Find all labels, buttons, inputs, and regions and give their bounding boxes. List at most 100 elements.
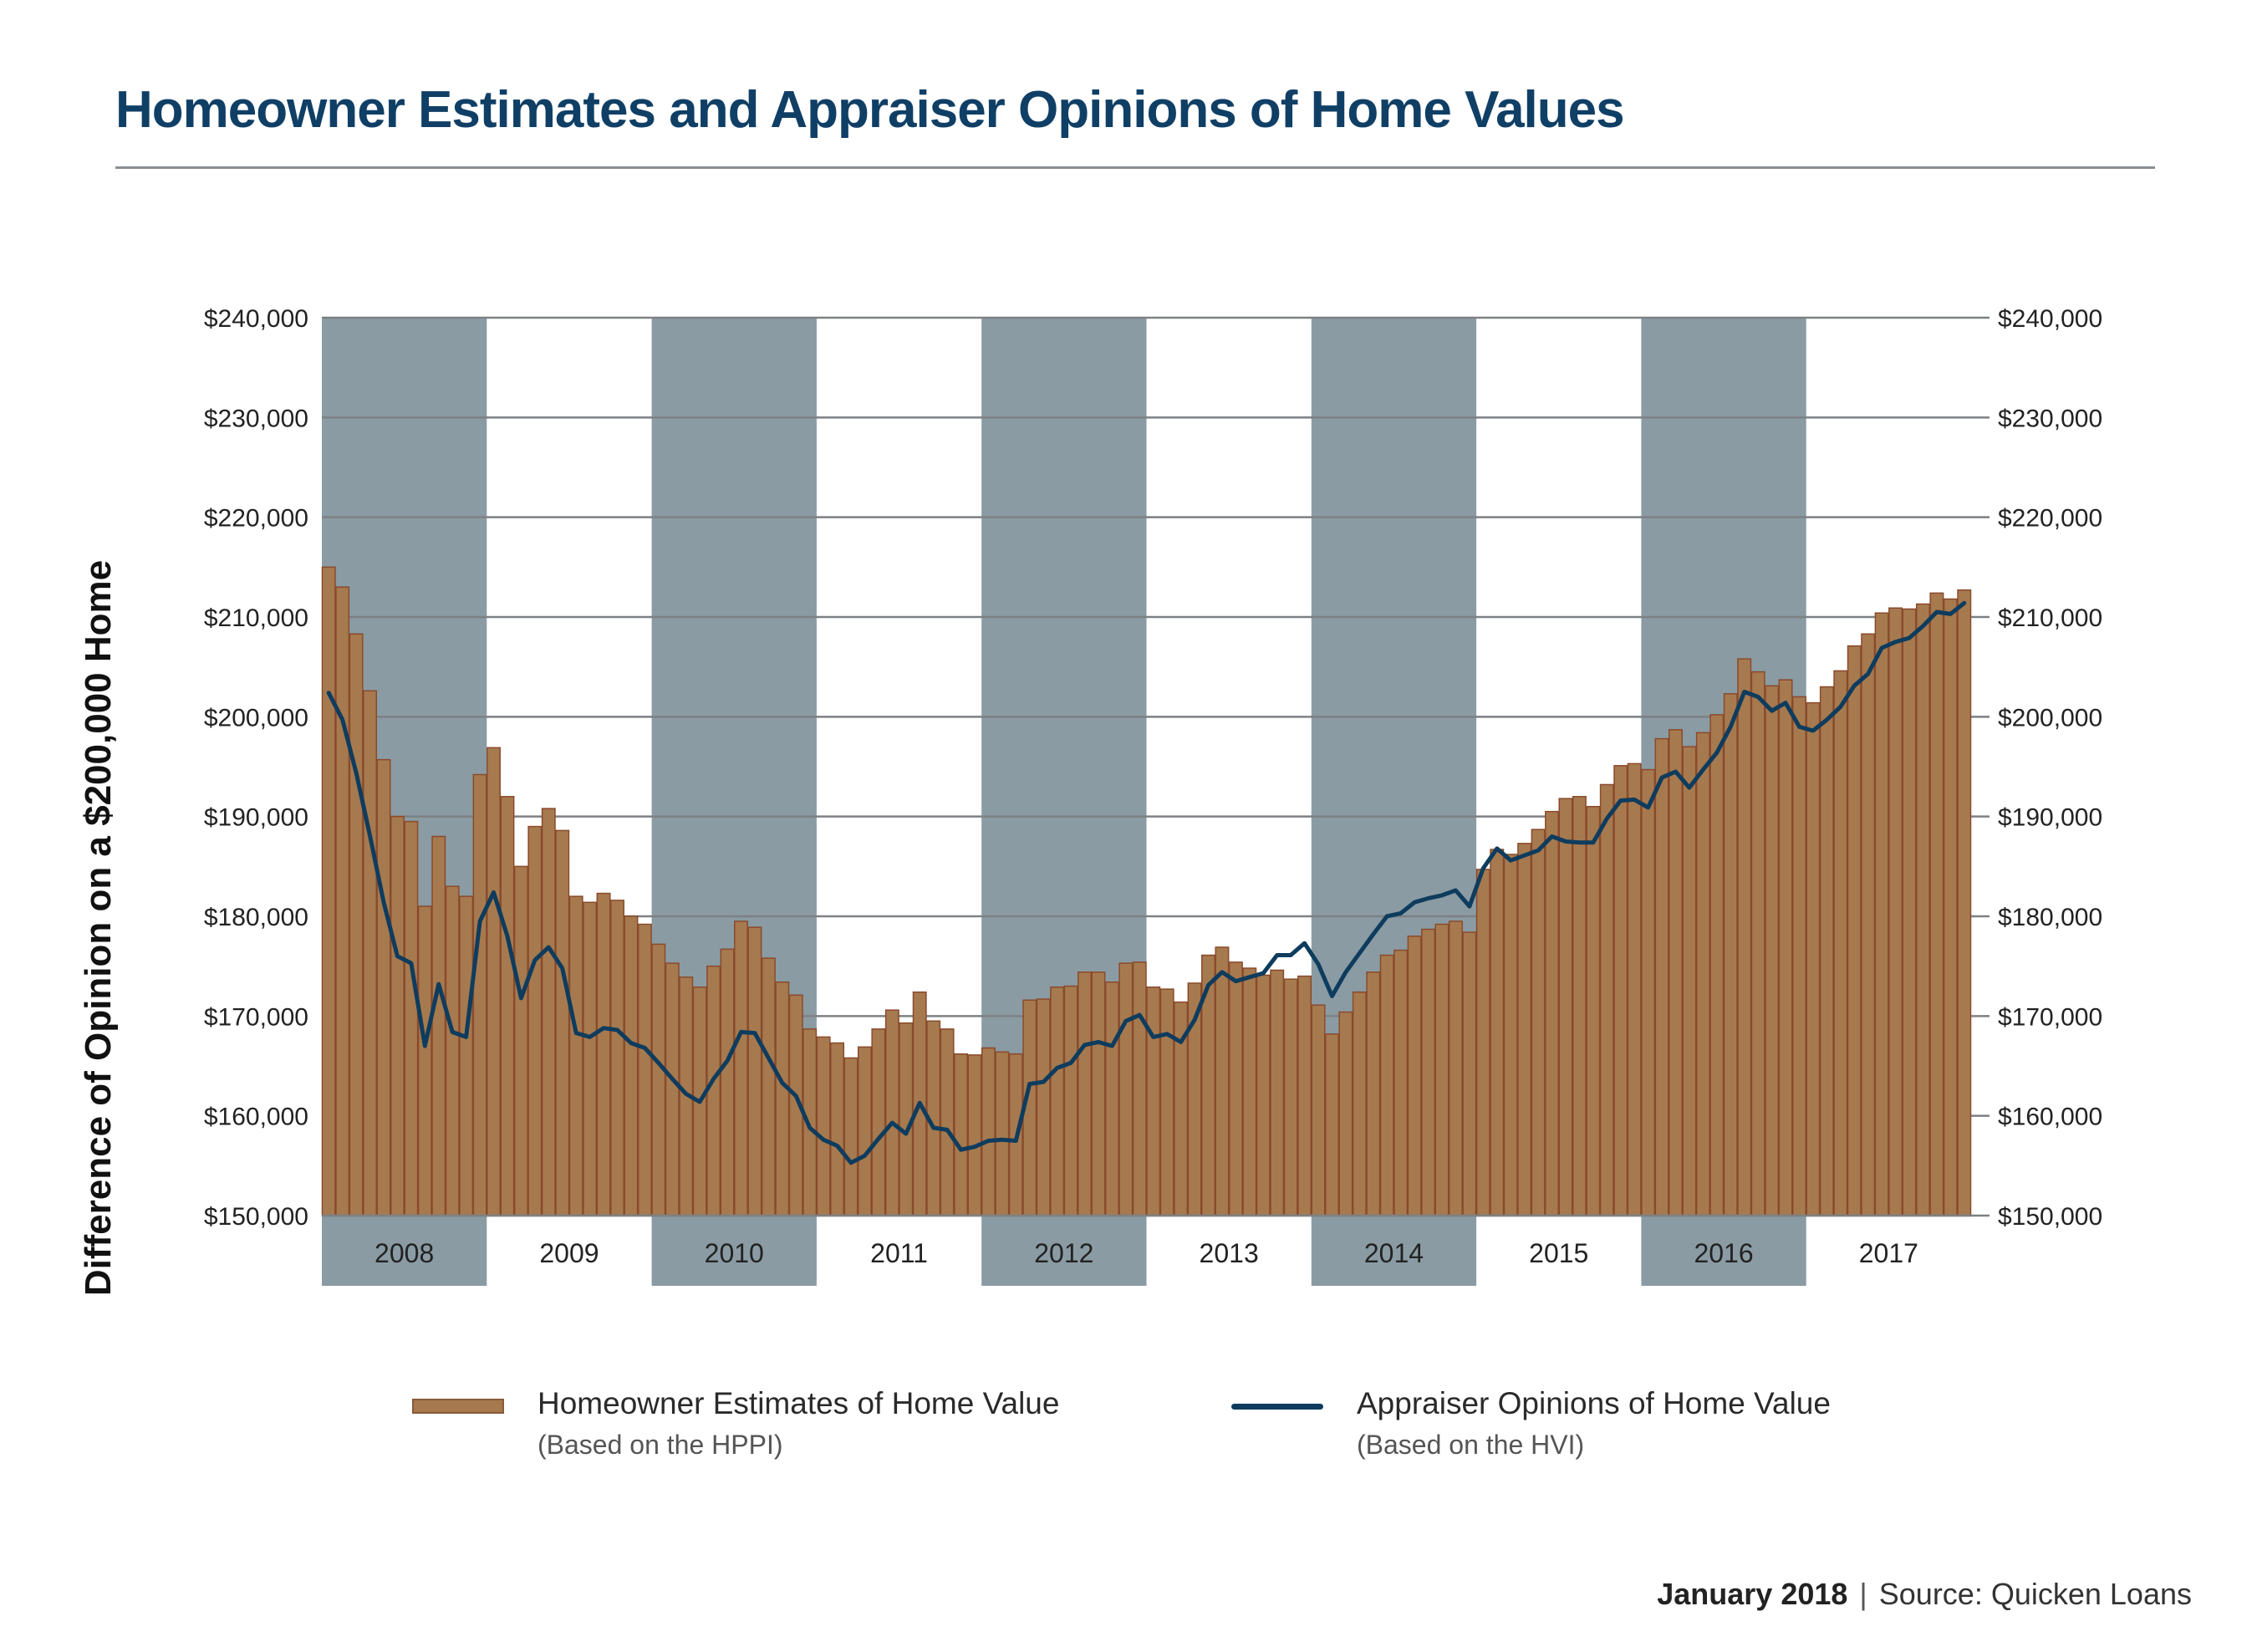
bar — [637, 923, 652, 1216]
footer: January 2018 | Source: Quicken Loans — [1657, 1577, 2192, 1612]
bar — [1338, 1011, 1353, 1216]
bar — [1531, 829, 1546, 1216]
bar — [1366, 971, 1381, 1216]
bar — [487, 747, 501, 1216]
bar — [1297, 975, 1312, 1216]
bar — [1888, 607, 1903, 1216]
bar — [445, 885, 460, 1216]
line-series — [326, 600, 1967, 1165]
bar — [363, 690, 378, 1216]
legend-item-bars: Homeowner Estimates of Home Value (Based… — [538, 1386, 1059, 1461]
bar — [830, 1042, 845, 1216]
bar — [1448, 920, 1463, 1216]
y-tick-label-left: $220,000 — [204, 505, 308, 533]
bar — [954, 1053, 969, 1216]
bar — [555, 829, 570, 1216]
y-tick-label-right: $240,000 — [1998, 305, 2102, 333]
appraiser-line — [326, 600, 1967, 1165]
bar — [1434, 923, 1449, 1216]
year-label-band-2008 — [322, 1216, 487, 1286]
bar — [1586, 805, 1601, 1216]
bar — [761, 957, 776, 1216]
bar — [527, 825, 543, 1216]
y-tick-label-left: $170,000 — [204, 1003, 308, 1031]
bar — [1228, 961, 1243, 1216]
y-tick-label-left: $190,000 — [204, 804, 308, 832]
bar — [1957, 589, 1972, 1216]
bar — [500, 796, 515, 1216]
bar — [1737, 658, 1752, 1216]
bar — [1242, 967, 1257, 1216]
bar — [610, 900, 624, 1216]
bar — [321, 566, 336, 1216]
legend-bars-sublabel: (Based on the HPPI) — [538, 1430, 783, 1460]
y-tick-label-right: $200,000 — [1998, 704, 2102, 732]
bar — [541, 808, 556, 1216]
bar — [1503, 854, 1518, 1216]
y-tick-label-right: $230,000 — [1998, 405, 2102, 432]
y-tick-label-left: $200,000 — [204, 704, 308, 732]
bar — [1132, 961, 1147, 1216]
y-tick-label-right: $150,000 — [1998, 1203, 2102, 1231]
y-tick-label-left: $210,000 — [204, 604, 308, 632]
bar — [1861, 633, 1876, 1216]
bar — [1847, 645, 1862, 1216]
bar — [1695, 732, 1710, 1216]
y-tick-label-right: $180,000 — [1998, 904, 2102, 931]
chart-title: Homeowner Estimates and Appraiser Opinio… — [115, 81, 1625, 139]
x-tick-label: 2012 — [1034, 1238, 1093, 1268]
bar — [1765, 685, 1780, 1216]
bar — [1682, 746, 1697, 1216]
bar — [981, 1047, 996, 1216]
legend-line-label: Appraiser Opinions of Home Value — [1357, 1386, 1831, 1420]
bar — [1627, 762, 1642, 1216]
bar — [335, 586, 350, 1216]
bar — [1490, 849, 1505, 1216]
bar — [1159, 988, 1174, 1216]
bar — [1558, 798, 1573, 1216]
bar — [884, 1009, 899, 1216]
x-tick-label: 2015 — [1529, 1238, 1588, 1268]
bar — [1462, 931, 1477, 1216]
bar — [596, 892, 611, 1216]
bar — [1270, 969, 1285, 1216]
bar — [624, 915, 639, 1216]
bar — [459, 895, 474, 1216]
y-tick-label-left: $150,000 — [204, 1203, 308, 1231]
bar — [1324, 1033, 1339, 1216]
bar — [1819, 686, 1834, 1216]
bar — [1613, 765, 1628, 1216]
bar — [1833, 670, 1848, 1216]
y-tick-label-right: $210,000 — [1998, 604, 2102, 632]
year-label-band-2010 — [651, 1216, 817, 1286]
footer-date: January 2018 — [1657, 1577, 1848, 1611]
y-tick-label-right: $190,000 — [1998, 804, 2102, 832]
year-label-band-2016 — [1641, 1216, 1806, 1286]
bar — [940, 1028, 955, 1216]
x-tick-label: 2016 — [1694, 1238, 1753, 1268]
x-tick-label: 2011 — [870, 1238, 928, 1268]
bar — [1654, 737, 1669, 1216]
bar — [1104, 982, 1119, 1216]
x-tick-label: 2008 — [374, 1238, 434, 1268]
y-axis-label: Difference of Opinion on a $200,000 Home — [78, 560, 119, 1296]
bar — [1723, 693, 1738, 1216]
bar — [1517, 843, 1532, 1216]
x-tick-label: 2009 — [539, 1238, 599, 1268]
bar — [720, 948, 735, 1216]
bar — [1146, 986, 1161, 1216]
bar — [1118, 962, 1134, 1216]
bar — [583, 901, 598, 1216]
bar — [1641, 768, 1656, 1216]
bar — [706, 965, 721, 1216]
bar — [995, 1051, 1010, 1216]
legend-bars-label: Homeowner Estimates of Home Value — [538, 1386, 1060, 1420]
bar — [1572, 796, 1587, 1216]
bar — [1256, 974, 1271, 1216]
bar — [857, 1046, 872, 1216]
bar — [1063, 985, 1078, 1216]
bar — [376, 758, 391, 1216]
bar — [513, 865, 528, 1216]
bar — [1915, 603, 1930, 1216]
